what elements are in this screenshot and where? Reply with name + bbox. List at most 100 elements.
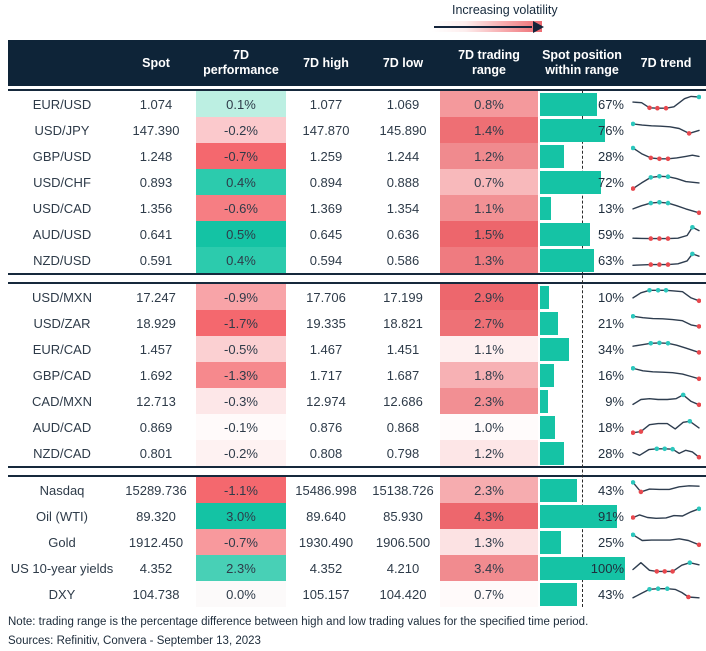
- position-bar: [540, 118, 605, 142]
- position-bar: [540, 337, 569, 361]
- column-header-7d-trading-range: 7D trading range: [458, 48, 520, 77]
- high-value: 1.259: [309, 148, 343, 164]
- table-row[interactable]: EUR/CAD 1.457 -0.5% 1.467 1.451 1.1% 34%: [8, 336, 706, 362]
- table-row[interactable]: DXY 104.738 0.0% 105.157 104.420 0.7% 43…: [8, 581, 706, 607]
- table-row[interactable]: GBP/CAD 1.692 -1.3% 1.717 1.687 1.8% 16%: [8, 362, 706, 388]
- row-label: NZD/CAD: [33, 445, 91, 461]
- table-row[interactable]: NZD/CAD 0.801 -0.2% 0.808 0.798 1.2% 28%: [8, 440, 706, 466]
- table-row[interactable]: GBP/USD 1.248 -0.7% 1.259 1.244 1.2% 28%: [8, 143, 706, 169]
- spot-value: 89.320: [136, 508, 176, 524]
- trading-range-cell: 1.3%: [440, 529, 538, 555]
- position-percent-label: 100%: [590, 560, 624, 576]
- position-percent-label: 13%: [597, 200, 624, 216]
- trading-range-cell: 0.7%: [440, 169, 538, 195]
- row-label: NZD/USD: [33, 252, 91, 268]
- position-bar-track: 43%: [540, 478, 625, 502]
- row-label: USD/MXN: [32, 289, 92, 305]
- footer-note: Note: trading range is the percentage di…: [8, 616, 589, 628]
- performance-cell: 0.4%: [196, 169, 286, 195]
- table-row[interactable]: USD/CAD 1.356 -0.6% 1.369 1.354 1.1% 13%: [8, 195, 706, 221]
- position-percent-label: 72%: [597, 174, 624, 190]
- high-value: 12.974: [306, 393, 346, 409]
- low-value: 1.451: [386, 341, 420, 357]
- spot-value: 15289.736: [125, 482, 187, 498]
- table-row[interactable]: CAD/MXN 12.713 -0.3% 12.974 12.686 2.3% …: [8, 388, 706, 414]
- high-value: 1.077: [309, 96, 343, 112]
- row-label: USD/JPY: [34, 122, 90, 138]
- position-bar-cell: 100%: [538, 555, 626, 581]
- table-row[interactable]: Gold 1912.450 -0.7% 1930.490 1906.500 1.…: [8, 529, 706, 555]
- position-bar: [540, 582, 577, 606]
- spot-value: 147.390: [132, 122, 180, 138]
- row-label: USD/ZAR: [33, 315, 91, 331]
- position-percent-label: 43%: [597, 586, 624, 602]
- spot-value: 18.929: [136, 315, 176, 331]
- position-bar-track: 28%: [540, 441, 625, 465]
- position-bar-track: 67%: [540, 92, 625, 116]
- spot-value: 1912.450: [128, 534, 184, 550]
- trend-sparkline: [626, 477, 706, 503]
- trend-sparkline: [626, 414, 706, 440]
- position-percent-label: 28%: [597, 445, 624, 461]
- position-bar: [540, 363, 554, 387]
- high-value: 15486.998: [295, 482, 357, 498]
- low-value: 15138.726: [372, 482, 434, 498]
- table-row[interactable]: AUD/USD 0.641 0.5% 0.645 0.636 1.5% 59%: [8, 221, 706, 247]
- table-row[interactable]: USD/CHF 0.893 0.4% 0.894 0.888 0.7% 72%: [8, 169, 706, 195]
- position-percent-label: 21%: [597, 315, 624, 331]
- high-value: 0.876: [309, 419, 343, 435]
- table-row[interactable]: US 10-year yields 4.352 2.3% 4.352 4.210…: [8, 555, 706, 581]
- column-header-7d-trend: 7D trend: [640, 55, 692, 70]
- column-header-7d-performance: 7D performance: [203, 48, 279, 77]
- table-row[interactable]: Nasdaq 15289.736 -1.1% 15486.998 15138.7…: [8, 477, 706, 503]
- spot-value: 1.692: [139, 367, 173, 383]
- position-bar-track: 43%: [540, 582, 625, 606]
- table-row[interactable]: NZD/USD 0.591 0.4% 0.594 0.586 1.3% 63%: [8, 247, 706, 273]
- trading-range-cell: 1.5%: [440, 221, 538, 247]
- position-bar-track: 21%: [540, 311, 625, 335]
- table-row[interactable]: USD/JPY 147.390 -0.2% 147.870 145.890 1.…: [8, 117, 706, 143]
- low-value: 0.868: [386, 419, 420, 435]
- row-label: GBP/USD: [32, 148, 92, 164]
- low-value: 1.069: [386, 96, 420, 112]
- spot-value: 0.641: [139, 226, 173, 242]
- position-bar: [540, 415, 556, 439]
- low-value: 0.888: [386, 174, 420, 190]
- position-percent-label: 59%: [597, 226, 624, 242]
- position-bar-track: 25%: [540, 530, 625, 554]
- table-row[interactable]: USD/ZAR 18.929 -1.7% 19.335 18.821 2.7% …: [8, 310, 706, 336]
- spot-value: 0.893: [139, 174, 173, 190]
- low-value: 145.890: [379, 122, 427, 138]
- performance-cell: -0.2%: [196, 117, 286, 143]
- position-percent-label: 76%: [597, 122, 624, 138]
- trend-sparkline: [626, 143, 706, 169]
- trend-sparkline: [626, 117, 706, 143]
- trading-range-cell: 1.2%: [440, 440, 538, 466]
- position-bar-cell: 63%: [538, 247, 626, 273]
- low-value: 1.687: [386, 367, 420, 383]
- position-percent-label: 67%: [597, 96, 624, 112]
- high-value: 1.467: [309, 341, 343, 357]
- column-header-spot-position: Spot position within range: [542, 48, 622, 77]
- column-header-7d-high: 7D high: [303, 55, 349, 70]
- table-row[interactable]: AUD/CAD 0.869 -0.1% 0.876 0.868 1.0% 18%: [8, 414, 706, 440]
- spot-value: 0.591: [139, 252, 173, 268]
- trading-range-cell: 1.4%: [440, 117, 538, 143]
- trend-sparkline: [626, 336, 706, 362]
- trend-sparkline: [626, 169, 706, 195]
- trend-sparkline: [626, 247, 706, 273]
- spot-value: 0.869: [139, 419, 173, 435]
- performance-cell: -0.3%: [196, 388, 286, 414]
- table-row[interactable]: Oil (WTI) 89.320 3.0% 89.640 85.930 4.3%…: [8, 503, 706, 529]
- performance-cell: -1.3%: [196, 362, 286, 388]
- low-value: 17.199: [383, 289, 423, 305]
- table-row[interactable]: EUR/USD 1.074 0.1% 1.077 1.069 0.8% 67%: [8, 91, 706, 117]
- position-bar-cell: 91%: [538, 503, 626, 529]
- row-label: EUR/USD: [32, 96, 92, 112]
- volatility-legend-label: Increasing volatility: [452, 3, 558, 17]
- high-value: 17.706: [306, 289, 346, 305]
- table-row[interactable]: USD/MXN 17.247 -0.9% 17.706 17.199 2.9% …: [8, 284, 706, 310]
- position-bar-track: 76%: [540, 118, 625, 142]
- low-value: 104.420: [379, 586, 427, 602]
